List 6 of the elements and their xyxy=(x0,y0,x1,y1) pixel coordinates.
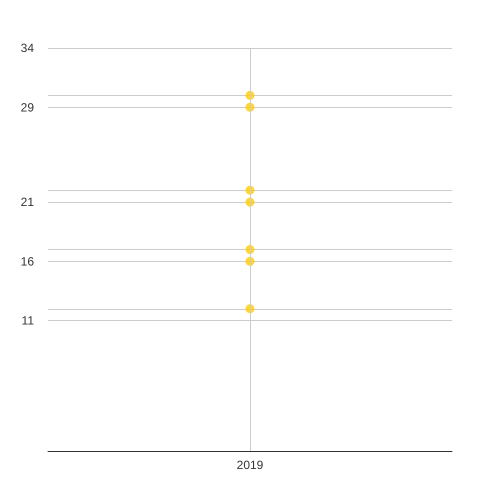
y-tick-label: 29 xyxy=(20,100,34,114)
y-tick-label: 34 xyxy=(20,41,34,55)
y-tick-label: 11 xyxy=(22,314,34,328)
x-tick-label: 2019 xyxy=(236,458,264,472)
y-tick-label: 16 xyxy=(20,254,34,268)
y-tick-label: 21 xyxy=(20,195,34,210)
